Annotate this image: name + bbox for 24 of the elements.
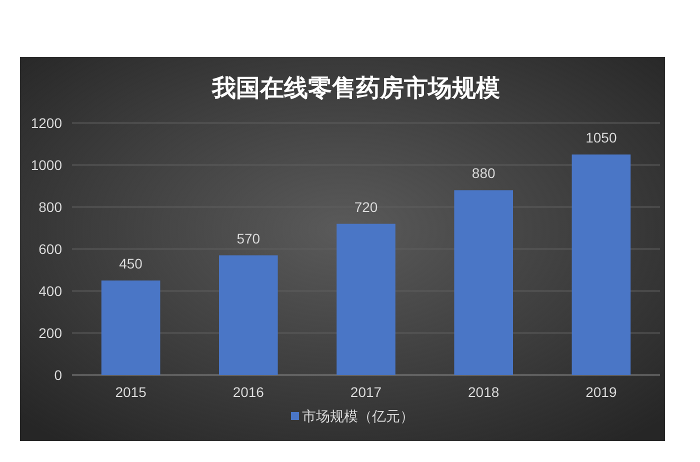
- bar: [572, 154, 631, 375]
- bar: [101, 280, 160, 375]
- chart-title: 我国在线零售药房市场规模: [211, 75, 500, 102]
- y-tick-label: 0: [54, 367, 62, 383]
- bar: [336, 224, 396, 375]
- x-tick-label: 2018: [468, 384, 500, 400]
- bar: [219, 255, 278, 375]
- data-label: 570: [236, 230, 260, 246]
- bar: [454, 190, 513, 375]
- legend-label: 市场规模（亿元）: [302, 408, 414, 424]
- data-label: 880: [472, 165, 496, 182]
- x-tick-label: 2016: [232, 384, 264, 400]
- data-label: 1050: [586, 130, 617, 146]
- y-tick-label: 600: [38, 241, 62, 257]
- x-tick-label: 2017: [350, 384, 382, 400]
- x-tick-label: 2019: [586, 384, 617, 400]
- data-label: 720: [354, 198, 378, 215]
- x-tick-label: 2015: [115, 384, 147, 400]
- y-tick-label: 1000: [30, 157, 62, 173]
- y-tick-label: 1200: [30, 115, 62, 131]
- y-tick-label: 400: [38, 283, 62, 299]
- y-tick-label: 800: [38, 199, 62, 215]
- y-tick-label: 200: [38, 325, 62, 341]
- data-label: 450: [119, 256, 143, 272]
